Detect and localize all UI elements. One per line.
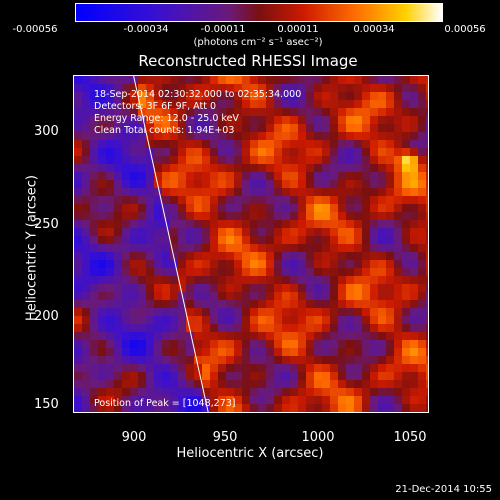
colorbar-units: (photons cm⁻² s⁻¹ asec⁻²): [193, 37, 323, 48]
x-axis-label: Heliocentric X (arcsec): [176, 446, 324, 461]
solar-limb-line: [133, 76, 209, 412]
colorbar-tick-label: -0.00034: [123, 24, 169, 35]
heatmap-cells: [74, 76, 428, 412]
annotation-total-counts: Clean Total counts: 1.94E+03: [94, 125, 235, 136]
colorbar-tick-label: -0.00011: [200, 24, 246, 35]
y-tick-label: 200: [34, 309, 59, 324]
chart-title: Reconstructed RHESSI Image: [138, 52, 358, 70]
x-tick-label: 900: [121, 430, 147, 445]
colorbar-tick-label: 0.00056: [444, 24, 486, 35]
peak-position-label: Position of Peak = [1048,273]: [94, 398, 236, 409]
y-tick-label: 150: [34, 397, 59, 412]
annotation-time-range: 18-Sep-2014 02:30:32.000 to 02:35:34.000: [94, 89, 302, 100]
colorbar-tick-label: -0.00056: [12, 24, 58, 35]
y-tick-label: 250: [34, 217, 59, 232]
x-tick-label: 1000: [301, 430, 335, 445]
footer-timestamp: 21-Dec-2014 10:55: [395, 484, 492, 495]
colorbar-tick-label: 0.00011: [277, 24, 319, 35]
colorbar-tick-label: 0.00034: [353, 24, 395, 35]
annotation-energy-range: Energy Range: 12.0 - 25.0 keV: [94, 113, 239, 124]
annotation-detectors: Detectors: 3F 6F 9F, Att 0: [94, 101, 217, 112]
y-tick-label: 300: [34, 124, 59, 139]
x-tick-label: 1050: [393, 430, 427, 445]
colorbar: [75, 3, 443, 22]
x-tick-label: 950: [212, 430, 238, 445]
heatmap-plot: [73, 75, 429, 413]
y-axis-label: Heliocentric Y (arcsec): [24, 175, 40, 321]
